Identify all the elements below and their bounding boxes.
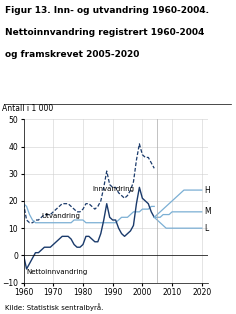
Text: Nettoinnvandring registrert 1960-2004: Nettoinnvandring registrert 1960-2004 [5,28,204,37]
Text: L: L [205,224,209,233]
Text: Kilde: Statistisk sentralbyrå.: Kilde: Statistisk sentralbyrå. [5,303,103,311]
Text: H: H [205,186,211,195]
Text: Innvandring: Innvandring [92,187,134,192]
Text: Utvandring: Utvandring [41,213,80,219]
Text: Figur 13. Inn- og utvandring 1960-2004.: Figur 13. Inn- og utvandring 1960-2004. [5,6,209,15]
Text: M: M [205,207,211,216]
Text: Nettoinnvandring: Nettoinnvandring [27,269,88,275]
Text: Antall i 1 000: Antall i 1 000 [1,104,53,113]
Text: og framskrevet 2005-2020: og framskrevet 2005-2020 [5,50,139,59]
